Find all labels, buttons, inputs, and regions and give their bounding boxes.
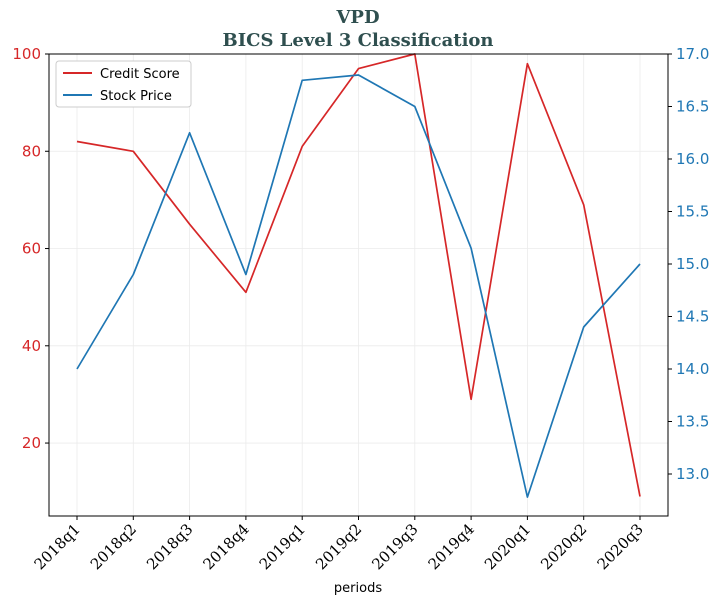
left-axis-tick-label: 40 <box>22 337 41 355</box>
x-axis-tick-label: 2020q1 <box>481 520 534 573</box>
x-axis-tick-label: 2019q3 <box>368 520 421 573</box>
left-axis-tick-label: 80 <box>22 142 41 160</box>
chart-title: VPD <box>335 7 379 28</box>
x-axis-tick-label: 2019q4 <box>425 520 478 573</box>
series-line-credit-score <box>76 53 641 497</box>
right-axis: 13.0 13.5 14.0 14.5 15.0 15.5 16.0 16.5 17.0 <box>668 45 709 483</box>
x-axis-tick-label: 2018q4 <box>199 520 252 573</box>
left-axis: 20 40 60 80 100 <box>12 45 49 452</box>
chart-subtitle: BICS Level 3 Classification <box>222 30 493 51</box>
left-axis-tick-label: 60 <box>22 240 41 258</box>
legend-label-stock-price: Stock Price <box>100 89 172 104</box>
legend-label-credit-score: Credit Score <box>100 67 180 82</box>
x-axis-tick-label: 2018q3 <box>143 520 196 573</box>
legend: Credit Score Stock Price <box>55 60 192 108</box>
right-axis-tick-label: 17.0 <box>676 45 709 63</box>
right-axis-tick-label: 15.0 <box>676 255 709 273</box>
x-axis-label: periods <box>334 581 382 596</box>
x-axis-tick-label: 2020q2 <box>537 520 590 573</box>
right-axis-tick-label: 16.0 <box>676 150 709 168</box>
right-axis-tick-label: 13.0 <box>676 465 709 483</box>
x-axis-tick-label: 2018q2 <box>87 520 140 573</box>
left-axis-tick-label: 100 <box>12 45 41 63</box>
x-axis-tick-label: 2018q1 <box>31 520 84 573</box>
grid <box>49 53 668 516</box>
series-layer <box>76 53 641 498</box>
right-axis-tick-label: 14.5 <box>676 308 709 326</box>
series-line-stock-price <box>76 74 641 498</box>
x-axis-tick-label: 2020q3 <box>594 520 647 573</box>
right-axis-tick-label: 15.5 <box>676 203 709 221</box>
x-axis-tick-label: 2019q1 <box>256 520 309 573</box>
right-axis-tick-label: 16.5 <box>676 98 709 116</box>
right-axis-tick-label: 14.0 <box>676 360 709 378</box>
right-axis-tick-label: 13.5 <box>676 413 709 431</box>
x-axis-tick-label: 2019q2 <box>312 520 365 573</box>
left-axis-tick-label: 20 <box>22 434 41 452</box>
x-axis: 2018q1 2018q2 2018q3 2018q4 2019q1 2019q2 2019… <box>31 516 647 573</box>
